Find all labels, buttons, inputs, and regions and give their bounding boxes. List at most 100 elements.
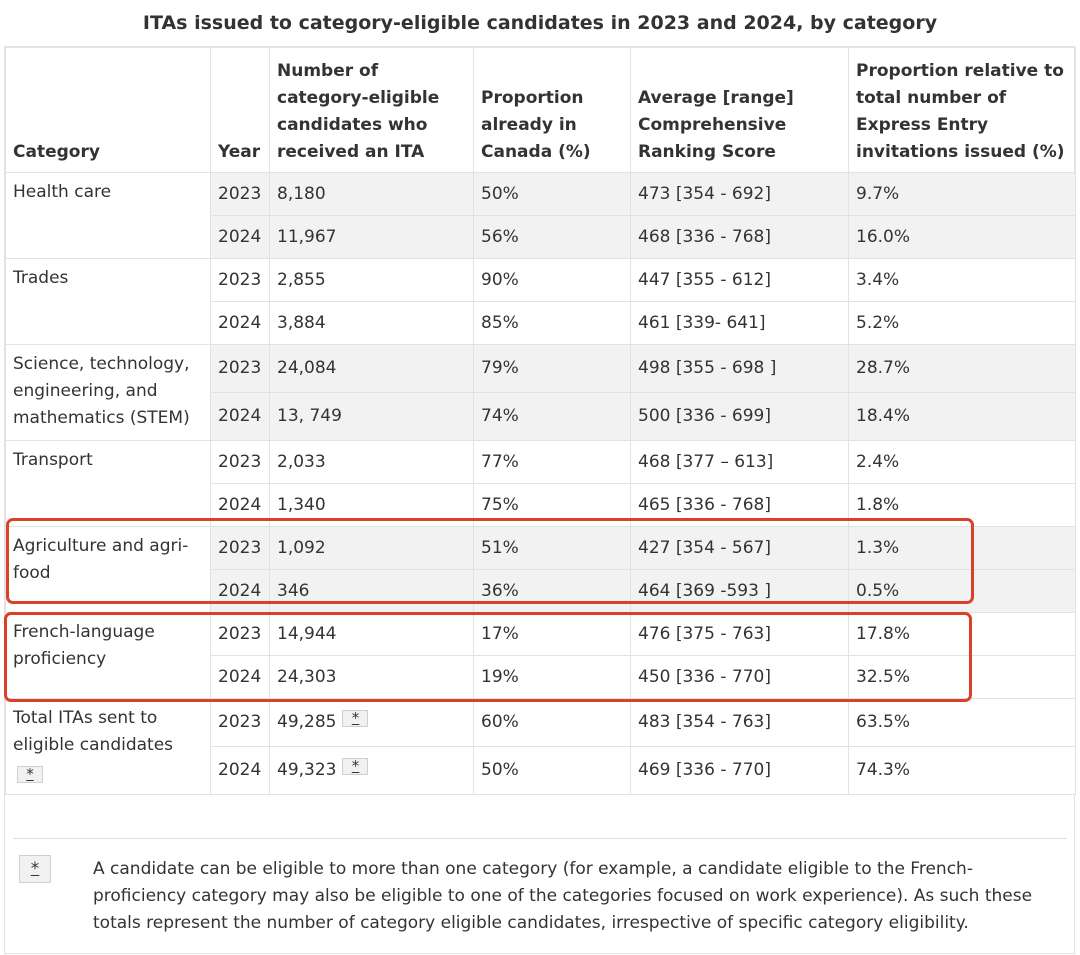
year-cell: 2024 (210, 746, 270, 795)
proportion-cell: 1.8% (848, 483, 1076, 527)
proportion-cell: 17.8% (848, 612, 1076, 656)
itas-cell: 346 (269, 569, 474, 613)
itas-cell: 24,303 (269, 655, 474, 699)
year-cell: 2023 (210, 526, 270, 570)
year-cell: 2024 (210, 483, 270, 527)
itas-cell: 1,340 (269, 483, 474, 527)
in-canada-cell: 74% (473, 392, 631, 441)
header-year: Year (210, 47, 270, 173)
in-canada-cell: 60% (473, 698, 631, 747)
table-row: 2024 49,323 * 50% 469 [336 - 770] 74.3% (6, 746, 1076, 795)
crs-cell: 468 [377 – 613] (630, 440, 849, 484)
footnote-link[interactable]: * (17, 766, 43, 783)
proportion-cell: 1.3% (848, 526, 1076, 570)
crs-cell: 469 [336 - 770] (630, 746, 849, 795)
itas-cell: 49,323 * (269, 746, 474, 795)
ita-table: Category Year Number of category-eligibl… (5, 47, 1076, 795)
category-cell: Agriculture and agri-food (5, 526, 211, 613)
category-cell: French-language proficiency (5, 612, 211, 699)
table-row: French-language proficiency 2023 14,944 … (5, 612, 1076, 699)
in-canada-cell: 79% (473, 344, 631, 393)
proportion-cell: 28.7% (848, 344, 1076, 393)
itas-cell: 24,084 (269, 344, 474, 393)
footnote-link[interactable]: * (342, 710, 369, 727)
category-cell: Science, technology, engineering, and ma… (5, 344, 211, 441)
year-cell: 2024 (210, 655, 270, 699)
in-canada-cell: 85% (473, 301, 631, 345)
itas-value: 49,285 (277, 712, 337, 732)
crs-cell: 427 [354 - 567] (630, 526, 849, 570)
proportion-cell: 63.5% (848, 698, 1076, 747)
itas-cell: 1,092 (269, 526, 474, 570)
header-crs: Average [range] Comprehensive Ranking Sc… (630, 47, 849, 173)
in-canada-cell: 17% (473, 612, 631, 656)
category-cell: Total ITAs sent to eligible candidates * (5, 698, 211, 795)
year-cell: 2024 (210, 392, 270, 441)
table-row: 2024 24,303 19% 450 [336 - 770] 32.5% (6, 655, 1076, 699)
header-proportion: Proportion relative to total number of E… (848, 47, 1076, 173)
header-in-canada: Proportion already in Canada (%) (473, 47, 631, 173)
crs-cell: 498 [355 - 698 ] (630, 344, 849, 393)
proportion-cell: 3.4% (848, 258, 1076, 302)
itas-cell: 14,944 (269, 612, 474, 656)
proportion-cell: 16.0% (848, 215, 1076, 259)
header-itas: Number of category-eligible candidates w… (269, 47, 474, 173)
table-row: Total ITAs sent to eligible candidates *… (5, 698, 1076, 795)
table-row: 2024 11,967 56% 468 [336 - 768] 16.0% (6, 215, 1076, 259)
in-canada-cell: 56% (473, 215, 631, 259)
in-canada-cell: 50% (473, 746, 631, 795)
crs-cell: 483 [354 - 763] (630, 698, 849, 747)
year-cell: 2023 (210, 440, 270, 484)
crs-cell: 447 [355 - 612] (630, 258, 849, 302)
category-cell: Trades (5, 258, 211, 345)
year-cell: 2023 (210, 258, 270, 302)
itas-value: 49,323 (277, 760, 337, 780)
in-canada-cell: 90% (473, 258, 631, 302)
proportion-cell: 74.3% (848, 746, 1076, 795)
crs-cell: 476 [375 - 763] (630, 612, 849, 656)
header-row: Category Year Number of category-eligibl… (5, 47, 1076, 173)
crs-cell: 465 [336 - 768] (630, 483, 849, 527)
itas-cell: 13, 749 (269, 392, 474, 441)
in-canada-cell: 50% (473, 172, 631, 216)
category-cell: Health care (5, 172, 211, 259)
table-row: Transport 2023 2,033 77% 468 [377 – 613]… (5, 440, 1076, 527)
table-row: 2024 346 36% 464 [369 -593 ] 0.5% (6, 569, 1076, 613)
header-category: Category (5, 47, 211, 173)
crs-cell: 461 [339- 641] (630, 301, 849, 345)
itas-cell: 49,285 * (269, 698, 474, 747)
year-cell: 2024 (210, 215, 270, 259)
itas-cell: 3,884 (269, 301, 474, 345)
proportion-cell: 18.4% (848, 392, 1076, 441)
year-cell: 2024 (210, 301, 270, 345)
crs-cell: 464 [369 -593 ] (630, 569, 849, 613)
category-cell: Transport (5, 440, 211, 527)
itas-cell: 2,033 (269, 440, 474, 484)
table-caption: ITAs issued to category-eligible candida… (142, 12, 938, 34)
table-row: Agriculture and agri-food 2023 1,092 51%… (5, 526, 1076, 613)
crs-cell: 473 [354 - 692] (630, 172, 849, 216)
footnote-link[interactable]: * (342, 758, 369, 775)
table-row: Health care 2023 8,180 50% 473 [354 - 69… (5, 172, 1076, 259)
in-canada-cell: 19% (473, 655, 631, 699)
year-cell: 2023 (210, 344, 270, 393)
proportion-cell: 2.4% (848, 440, 1076, 484)
proportion-cell: 32.5% (848, 655, 1076, 699)
in-canada-cell: 75% (473, 483, 631, 527)
table-row: 2024 13, 749 74% 500 [336 - 699] 18.4% (6, 392, 1076, 441)
proportion-cell: 0.5% (848, 569, 1076, 613)
itas-cell: 2,855 (269, 258, 474, 302)
itas-cell: 8,180 (269, 172, 474, 216)
crs-cell: 468 [336 - 768] (630, 215, 849, 259)
crs-cell: 500 [336 - 699] (630, 392, 849, 441)
crs-cell: 450 [336 - 770] (630, 655, 849, 699)
in-canada-cell: 77% (473, 440, 631, 484)
year-cell: 2023 (210, 612, 270, 656)
ita-table-container: Category Year Number of category-eligibl… (4, 46, 1076, 954)
in-canada-cell: 51% (473, 526, 631, 570)
footnote-text: A candidate can be eligible to more than… (93, 859, 1033, 933)
proportion-cell: 5.2% (848, 301, 1076, 345)
itas-cell: 11,967 (269, 215, 474, 259)
year-cell: 2023 (210, 698, 270, 747)
footnote-marker[interactable]: * (19, 855, 51, 883)
